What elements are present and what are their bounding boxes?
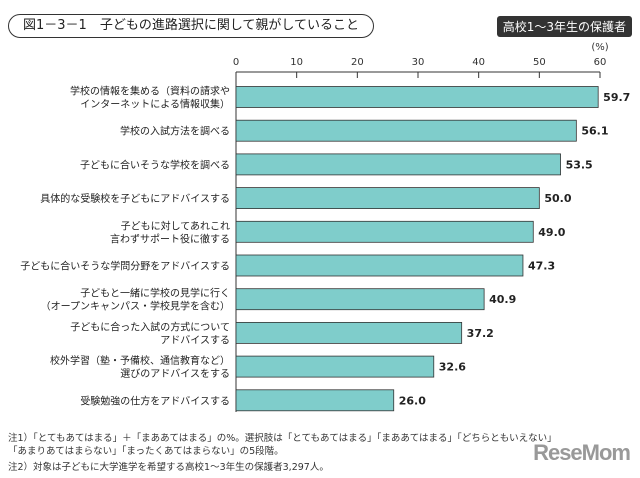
note-1: 注1）「とてもあてはまる」＋「まああてはまる」の%。選択肢は「とてもあてはまる」…	[8, 433, 557, 457]
tick-label: 10	[290, 57, 303, 68]
bar	[235, 86, 599, 108]
note-2: 注2）対象は子どもに大学進学を希望する高校1～3年生の保護者3,297人。	[8, 462, 329, 473]
tick-label: 40	[472, 57, 485, 68]
bar	[235, 153, 561, 176]
tick-label: 60	[594, 57, 607, 68]
category-label: 子どもに合った入試の方式について	[70, 320, 230, 333]
category-label: 子どもと一緒に学校の見学に行く	[80, 287, 230, 300]
unit-label: (%)	[591, 42, 608, 53]
data-label: 37.2	[467, 327, 494, 340]
category-label: 子どもに合いそうな学校を調べる	[80, 158, 230, 171]
category-label: 子どもに対してあれこれ	[121, 219, 230, 232]
data-label: 26.0	[399, 394, 426, 407]
category-label: インターネットによる情報収集）	[80, 98, 230, 111]
bar	[235, 119, 577, 142]
category-label: アドバイスする	[160, 334, 230, 346]
data-label: 59.7	[603, 91, 630, 104]
chart-title: 図1－3－1 子どもの進路選択に関して親がしていること	[8, 14, 375, 38]
category-label: 学校の情報を集める（資料の請求や	[70, 85, 230, 98]
category-label: 具体的な受験校を子どもにアドバイスする	[40, 192, 230, 205]
respondent-badge: 高校1～3年生の保護者	[496, 16, 632, 37]
category-label: 選びのアドバイスをする	[120, 367, 230, 380]
bar	[235, 220, 534, 243]
category-label: 言わずサポート役に徹する	[110, 232, 230, 245]
data-label: 49.0	[538, 226, 565, 239]
category-label: 学校の入試方法を調べる	[120, 125, 230, 138]
resemom-logo: ReseMom	[533, 440, 631, 465]
data-label: 50.0	[544, 192, 571, 205]
data-label: 47.3	[528, 260, 555, 273]
bar-chart: (%) 0 10 20 30 40 50 60 59.7 学校の情報を集める（資料の請求やインター…	[20, 42, 630, 412]
bar	[235, 355, 435, 378]
data-label: 56.1	[581, 125, 608, 138]
category-label: 子どもに合いそうな学問分野をアドバイスする	[20, 260, 230, 273]
tick-label: 20	[351, 57, 364, 68]
data-label: 32.6	[439, 361, 466, 374]
tick-label: 0	[233, 57, 239, 68]
bar	[235, 321, 463, 344]
category-label: 校外学習（塾・予備校、通信教育など）	[50, 354, 230, 367]
tick-label: 50	[533, 57, 546, 68]
bar	[235, 288, 485, 311]
category-label: 受験勉強の仕方をアドバイスする	[80, 394, 230, 407]
tick-label: 30	[412, 57, 425, 68]
category-label: （オープンキャンパス・学校見学を含む）	[41, 300, 230, 313]
bar	[235, 187, 540, 210]
bar	[235, 389, 395, 412]
bar	[235, 254, 524, 277]
data-label: 53.5	[566, 158, 593, 171]
data-label: 40.9	[489, 293, 516, 306]
